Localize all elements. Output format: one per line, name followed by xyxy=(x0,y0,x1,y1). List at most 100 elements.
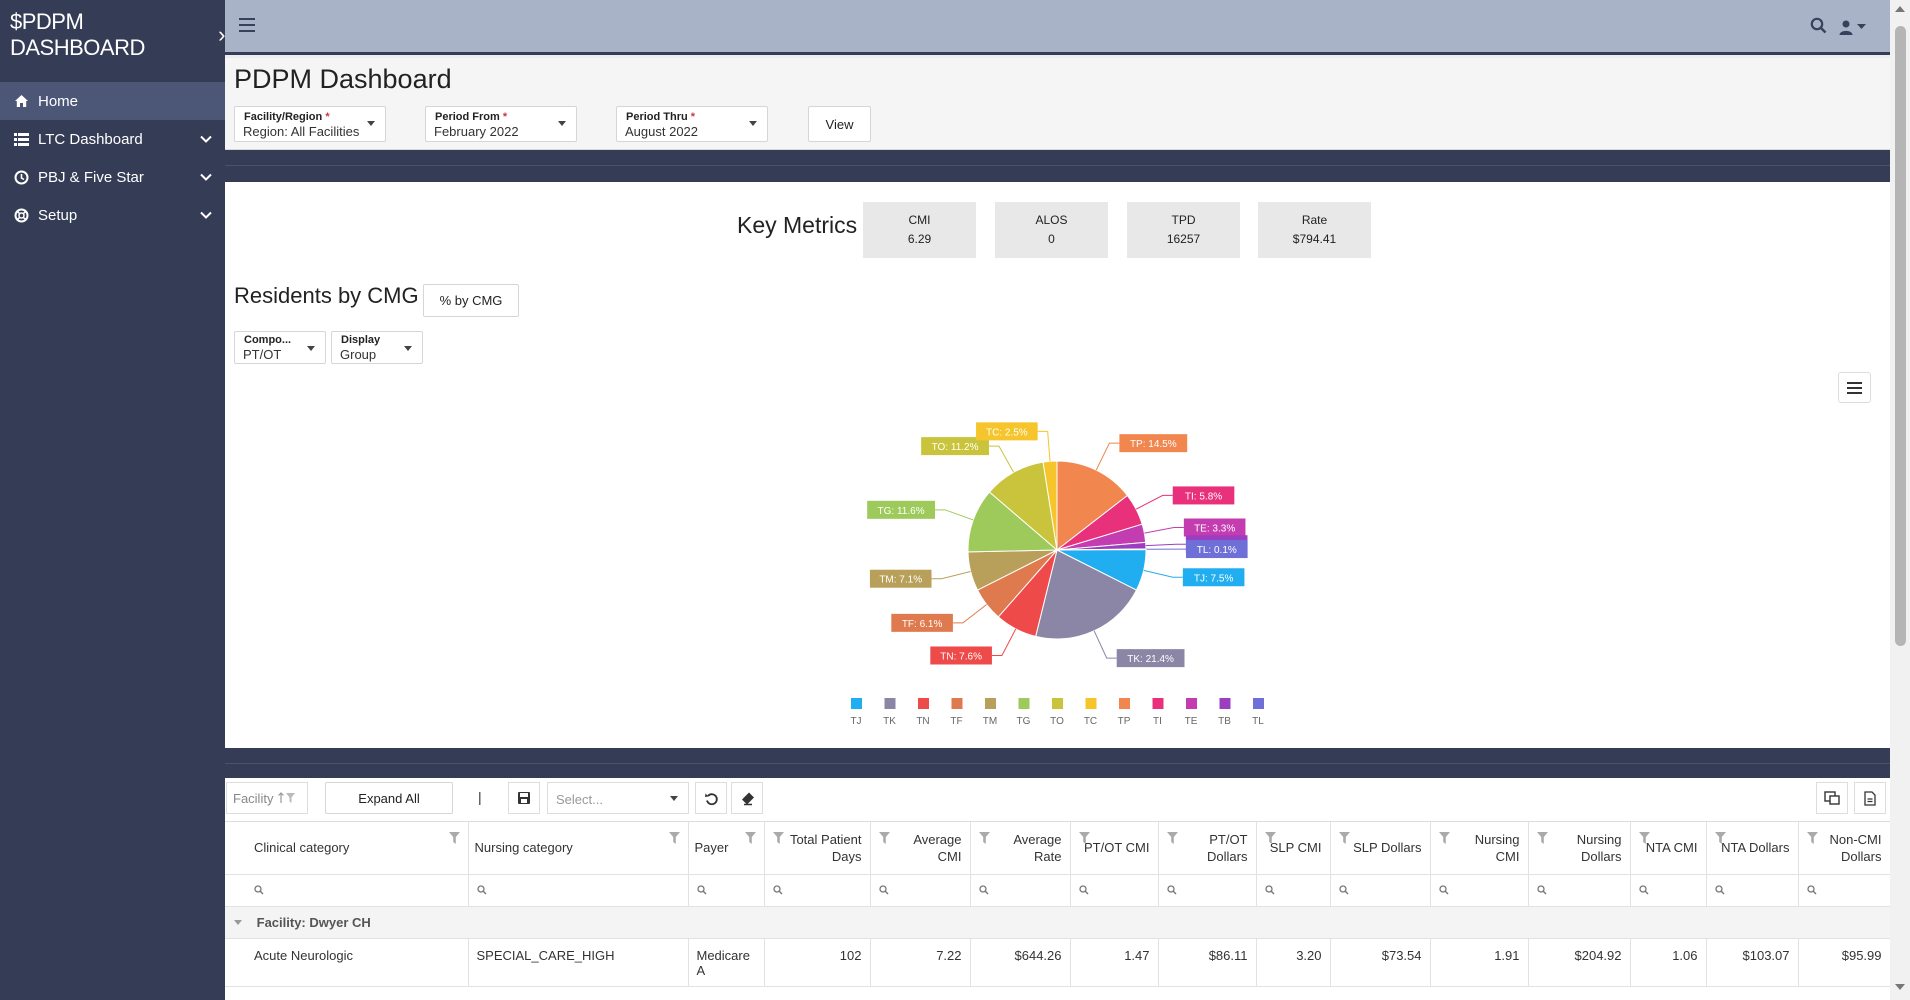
component-select[interactable]: Compo... PT/OT xyxy=(234,331,326,364)
legend-item-ti[interactable]: TI xyxy=(1152,698,1164,727)
filter-icon[interactable] xyxy=(744,832,756,844)
group-by-chip[interactable]: Facility xyxy=(226,782,308,814)
filter-icon[interactable] xyxy=(1166,832,1178,844)
pie-slice-tc[interactable] xyxy=(1042,460,1058,551)
filter-icon[interactable] xyxy=(878,832,890,844)
scroll-up-icon[interactable] xyxy=(1895,6,1905,12)
filter-icon[interactable] xyxy=(1806,832,1818,844)
legend-item-tn[interactable]: TN xyxy=(916,698,930,727)
column-search-input[interactable] xyxy=(1528,874,1631,907)
period-from-select[interactable]: Period From * February 2022 xyxy=(425,106,577,142)
column-search-input[interactable] xyxy=(1798,874,1890,907)
legend-item-tj[interactable]: TJ xyxy=(850,698,862,727)
chevron-down-icon[interactable] xyxy=(199,170,213,184)
legend-item-tg[interactable]: TG xyxy=(1017,698,1031,727)
filter-icon[interactable] xyxy=(1438,832,1450,844)
column-header[interactable]: Nursing category xyxy=(468,822,689,875)
collapse-icon[interactable] xyxy=(233,919,243,927)
page-scrollbar[interactable] xyxy=(1890,0,1910,1000)
pie-data-label-text: TP: 14.5% xyxy=(1130,439,1177,450)
brand[interactable]: $PDPM DASHBOARD › xyxy=(0,0,225,70)
filter-icon[interactable] xyxy=(1338,832,1350,844)
column-header[interactable]: PT/OT CMI xyxy=(1070,822,1159,875)
column-header[interactable]: NTA CMI xyxy=(1630,822,1707,875)
column-header[interactable]: Payer xyxy=(688,822,765,875)
column-header[interactable]: Nursing CMI xyxy=(1430,822,1529,875)
legend-item-tb[interactable]: TB xyxy=(1218,698,1231,727)
save-layout-icon[interactable] xyxy=(508,782,540,814)
column-search-input[interactable] xyxy=(688,874,765,907)
column-header[interactable]: Clinical category xyxy=(225,822,469,875)
column-header[interactable]: Non-CMI Dollars xyxy=(1798,822,1890,875)
scrollbar-thumb[interactable] xyxy=(1895,26,1906,646)
chevron-right-icon[interactable]: › xyxy=(218,22,225,47)
undo-icon[interactable] xyxy=(695,782,727,814)
pct-by-cmg-button[interactable]: % by CMG xyxy=(423,284,519,317)
column-search-input[interactable] xyxy=(1256,874,1331,907)
legend-item-tm[interactable]: TM xyxy=(983,698,997,727)
filter-icon[interactable] xyxy=(1264,832,1276,844)
sidebar-item-pbj-five-star[interactable]: PBJ & Five Star xyxy=(0,158,225,196)
legend-item-tl[interactable]: TL xyxy=(1252,698,1264,727)
filter-icon[interactable] xyxy=(1536,832,1548,844)
column-header[interactable]: Nursing Dollars xyxy=(1528,822,1631,875)
column-header[interactable]: Total Patient Days xyxy=(764,822,871,875)
filter-icon[interactable] xyxy=(668,832,680,844)
column-search-input[interactable] xyxy=(1330,874,1431,907)
search-icon[interactable] xyxy=(1810,17,1827,37)
column-chooser-icon[interactable] xyxy=(1816,782,1848,814)
column-search-input[interactable] xyxy=(970,874,1071,907)
layout-select[interactable]: Select... xyxy=(547,782,689,814)
column-header[interactable]: Average Rate xyxy=(970,822,1071,875)
column-search-input[interactable] xyxy=(225,874,469,907)
export-icon[interactable] xyxy=(1854,782,1886,814)
sort-icon[interactable] xyxy=(277,792,297,804)
sidebar-item-ltc-dashboard[interactable]: LTC Dashboard xyxy=(0,120,225,158)
group-row[interactable]: Facility: Dwyer CH xyxy=(225,906,1890,939)
pie-data-label-text: TJ: 7.5% xyxy=(1194,573,1234,584)
scroll-down-icon[interactable] xyxy=(1895,984,1905,990)
column-header[interactable]: PT/OT Dollars xyxy=(1158,822,1257,875)
filter-icon[interactable] xyxy=(448,832,460,844)
chevron-down-icon[interactable] xyxy=(199,132,213,146)
filter-icon[interactable] xyxy=(1714,832,1726,844)
legend-item-tp[interactable]: TP xyxy=(1118,698,1131,727)
column-header[interactable]: SLP Dollars xyxy=(1330,822,1431,875)
column-search-input[interactable] xyxy=(1070,874,1159,907)
legend-item-tc[interactable]: TC xyxy=(1084,698,1097,727)
table-row[interactable]: Acute Neurologic SPECIAL_CARE_HIGH Medicar… xyxy=(225,938,1890,987)
column-search-input[interactable] xyxy=(468,874,689,907)
legend-item-tk[interactable]: TK xyxy=(883,698,896,727)
column-search-input[interactable] xyxy=(1630,874,1707,907)
column-header[interactable]: SLP CMI xyxy=(1256,822,1331,875)
pie-data-label-box xyxy=(891,613,953,632)
column-search-input[interactable] xyxy=(1158,874,1257,907)
legend-item-te[interactable]: TE xyxy=(1185,698,1198,727)
pie-slice-tp[interactable] xyxy=(1056,460,1129,552)
hamburger-menu-icon[interactable] xyxy=(239,18,255,32)
column-search-input[interactable] xyxy=(1430,874,1529,907)
display-select[interactable]: Display Group xyxy=(331,331,423,364)
column-search-input[interactable] xyxy=(870,874,971,907)
filter-icon[interactable] xyxy=(1638,832,1650,844)
chevron-down-icon[interactable] xyxy=(199,208,213,222)
column-header[interactable]: Average CMI xyxy=(870,822,971,875)
legend-item-tf[interactable]: TF xyxy=(950,698,963,727)
eraser-icon[interactable] xyxy=(731,782,763,814)
user-menu[interactable] xyxy=(1839,20,1866,35)
filter-icon[interactable] xyxy=(978,832,990,844)
facility-region-select[interactable]: Facility/Region * Region: All Facilities xyxy=(234,106,386,142)
filter-icon[interactable] xyxy=(772,832,784,844)
expand-all-button[interactable]: Expand All xyxy=(325,782,453,814)
legend-item-to[interactable]: TO xyxy=(1050,698,1064,727)
view-button[interactable]: View xyxy=(808,106,871,142)
period-thru-select[interactable]: Period Thru * August 2022 xyxy=(616,106,768,142)
sidebar-item-setup[interactable]: Setup xyxy=(0,196,225,234)
filter-icon[interactable] xyxy=(1078,832,1090,844)
pie-slice-tg[interactable] xyxy=(967,491,1059,553)
sidebar-item-home[interactable]: Home xyxy=(0,82,225,120)
column-search-input[interactable] xyxy=(1706,874,1799,907)
column-search-input[interactable] xyxy=(764,874,871,907)
chart-menu-icon[interactable] xyxy=(1838,372,1871,403)
column-header[interactable]: NTA Dollars xyxy=(1706,822,1799,875)
